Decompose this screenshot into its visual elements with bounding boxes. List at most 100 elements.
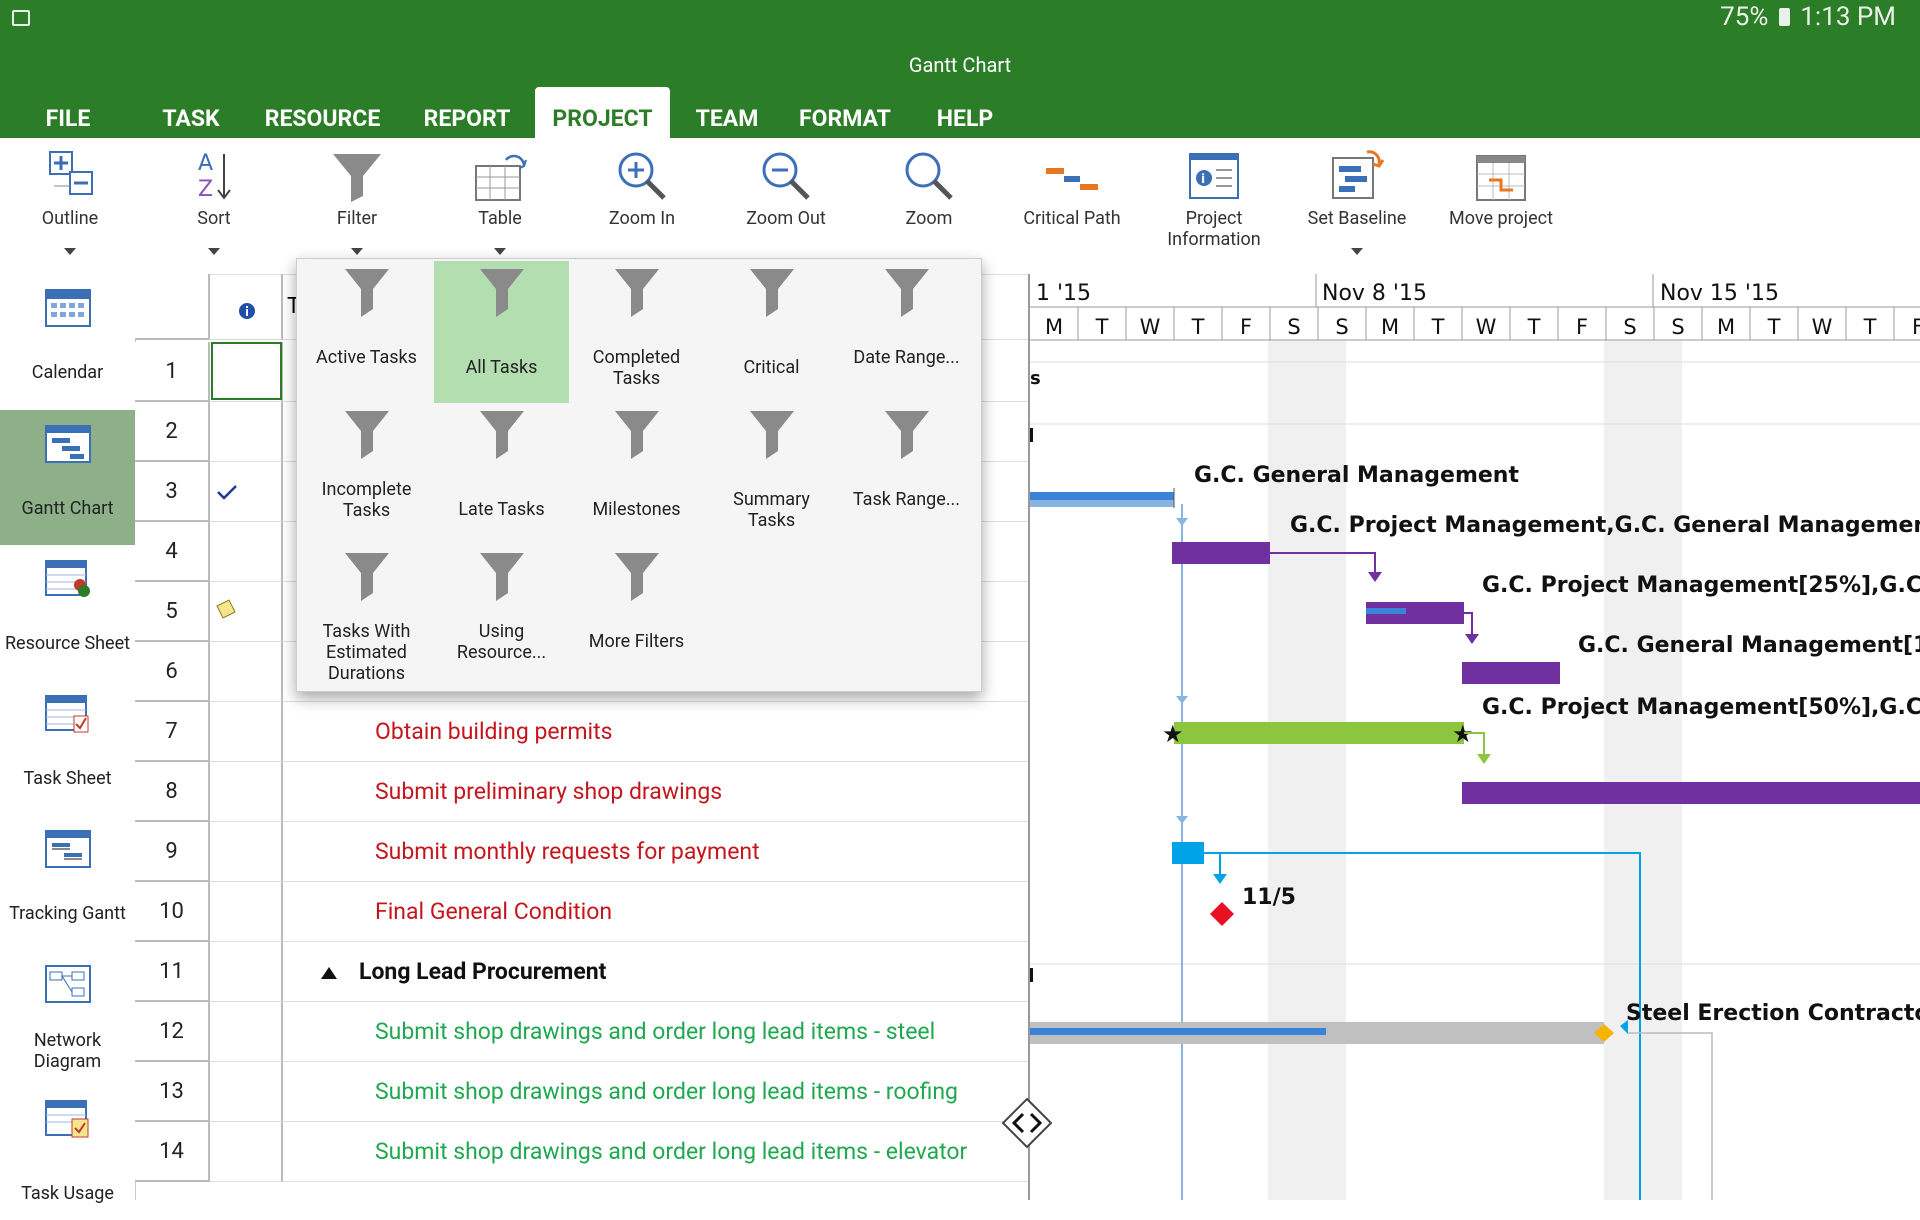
filter-item-completed-tasks[interactable]: Completed Tasks <box>569 261 704 403</box>
indicator-cell[interactable] <box>210 642 283 702</box>
indicator-cell[interactable] <box>210 702 283 762</box>
filter-item-tasks-with-estimated-durations[interactable]: Tasks With Estimated Durations <box>299 545 434 687</box>
chevron-down-icon[interactable] <box>208 248 220 255</box>
tab-project[interactable]: PROJECT <box>535 87 670 138</box>
filter-item-active-tasks[interactable]: Active Tasks <box>299 261 434 403</box>
zoom-in-icon <box>618 152 666 200</box>
filter-item-task-range[interactable]: Task Range... <box>839 403 974 545</box>
filter-item-summary-tasks[interactable]: Summary Tasks <box>704 403 839 545</box>
tab-report[interactable]: REPORT <box>423 105 511 132</box>
svg-text:s: s <box>1030 368 1041 389</box>
indicator-cell[interactable] <box>210 402 283 462</box>
selected-cell[interactable] <box>211 342 282 400</box>
indicator-cell[interactable] <box>210 942 283 1002</box>
filter-funnel-icon <box>333 154 381 202</box>
indicator-header[interactable] <box>210 274 283 340</box>
set-baseline-button[interactable]: Set Baseline <box>1287 138 1427 274</box>
view-resource-sheet[interactable]: Resource Sheet <box>0 545 135 680</box>
chevron-down-icon[interactable] <box>494 248 506 255</box>
filter-item-label: Milestones <box>592 499 681 520</box>
view-network-diagram[interactable]: Network Diagram <box>0 950 135 1085</box>
view-task-usage[interactable]: Task Usage <box>0 1085 135 1220</box>
task-name-cell[interactable]: Obtain building permits <box>283 702 1028 762</box>
indicator-cell[interactable] <box>210 822 283 882</box>
indicator-cell[interactable] <box>210 342 283 402</box>
indicator-cell[interactable] <box>210 462 283 522</box>
sort-button[interactable]: A Z Sort <box>144 138 284 274</box>
indicator-cell[interactable] <box>210 882 283 942</box>
sort-icon: A Z <box>198 151 231 202</box>
filter-item-label: Critical <box>743 357 800 378</box>
project-information-button[interactable]: i Project Information <box>1144 138 1284 274</box>
move-project-button[interactable]: Move project <box>1431 138 1571 274</box>
chevron-down-icon[interactable] <box>1351 248 1363 255</box>
row-number[interactable]: 5 <box>135 582 210 642</box>
filter-item-milestones[interactable]: Milestones <box>569 403 704 545</box>
filter-button[interactable]: Filter <box>287 138 427 274</box>
day-label: T <box>1527 315 1541 339</box>
indicator-cell[interactable] <box>210 1122 283 1182</box>
row-number[interactable]: 14 <box>135 1122 210 1182</box>
day-label: M <box>1717 315 1735 339</box>
gantt-label-4: G.C. General Management[10%] <box>1578 633 1920 658</box>
view-gantt-chart[interactable]: Gantt Chart <box>0 410 135 545</box>
gantt-chart-pane[interactable]: 1 '15 Nov 8 '15 Nov 15 '15 M T W T F S S M T W T F S… <box>1028 274 1920 1200</box>
row-number[interactable]: 1 <box>135 342 210 402</box>
row-number[interactable]: 13 <box>135 1062 210 1122</box>
zoom-in-button[interactable]: Zoom In <box>572 138 712 274</box>
critical-path-button[interactable]: Critical Path <box>1002 138 1142 274</box>
task-name-cell[interactable]: Submit shop drawings and order long lead… <box>283 1002 1028 1062</box>
row-number[interactable]: 10 <box>135 882 210 942</box>
task-name-cell[interactable]: Submit preliminary shop drawings <box>283 762 1028 822</box>
filter-item-using-resource[interactable]: Using Resource... <box>434 545 569 687</box>
row-number[interactable]: 11 <box>135 942 210 1002</box>
row-number[interactable]: 12 <box>135 1002 210 1062</box>
row-number[interactable]: 2 <box>135 402 210 462</box>
collapse-triangle-icon[interactable] <box>321 967 337 979</box>
row-number[interactable]: 3 <box>135 462 210 522</box>
gantt-canvas[interactable]: 1 '15 Nov 8 '15 Nov 15 '15 M T W T F S S M T W T F S… <box>1030 274 1920 1200</box>
tab-format[interactable]: FORMAT <box>799 105 891 132</box>
table-icon <box>475 154 527 201</box>
task-name-cell[interactable]: Submit monthly requests for payment <box>283 822 1028 882</box>
filter-item-critical[interactable]: Critical <box>704 261 839 403</box>
indicator-cell[interactable] <box>210 582 283 642</box>
task-name-cell[interactable]: Final General Condition <box>283 882 1028 942</box>
row-number[interactable]: 4 <box>135 522 210 582</box>
row-number[interactable]: 9 <box>135 822 210 882</box>
task-name-cell[interactable]: Long Lead Procurement <box>283 942 1028 1002</box>
tab-file[interactable]: FILE <box>45 105 91 132</box>
tab-team[interactable]: TEAM <box>695 105 759 132</box>
task-name-cell[interactable]: Submit shop drawings and order long lead… <box>283 1122 1028 1182</box>
zoom-out-button[interactable]: Zoom Out <box>716 138 856 274</box>
chevron-down-icon[interactable] <box>351 248 363 255</box>
row-number[interactable]: 8 <box>135 762 210 822</box>
indicator-cell[interactable] <box>210 522 283 582</box>
task-name-cell[interactable] <box>283 642 1028 702</box>
chevron-down-icon[interactable] <box>64 248 76 255</box>
filter-item-more-filters[interactable]: More Filters <box>569 545 704 687</box>
filter-item-late-tasks[interactable]: Late Tasks <box>434 403 569 545</box>
zoom-button[interactable]: Zoom <box>859 138 999 274</box>
zoom-icon <box>905 152 953 200</box>
indicator-cell[interactable] <box>210 1062 283 1122</box>
table-button[interactable]: Table <box>430 138 570 274</box>
outline-button[interactable]: Outline <box>0 138 140 274</box>
indicator-cell[interactable] <box>210 1002 283 1062</box>
pane-splitter-handle[interactable] <box>1001 1097 1053 1149</box>
indicator-cell[interactable] <box>210 762 283 822</box>
tab-help[interactable]: HELP <box>936 105 994 132</box>
view-calendar[interactable]: Calendar <box>0 274 135 409</box>
view-task-sheet[interactable]: Task Sheet <box>0 680 135 815</box>
filter-item-incomplete-tasks[interactable]: Incomplete Tasks <box>299 403 434 545</box>
row-number[interactable]: 7 <box>135 702 210 762</box>
battery-icon <box>1778 8 1790 26</box>
zoom-out-label: Zoom Out <box>746 208 826 229</box>
view-tracking-gantt[interactable]: Tracking Gantt <box>0 815 135 950</box>
task-name-cell[interactable]: Submit shop drawings and order long lead… <box>283 1062 1028 1122</box>
row-number[interactable]: 6 <box>135 642 210 702</box>
filter-item-date-range[interactable]: Date Range... <box>839 261 974 403</box>
filter-item-all-tasks[interactable]: All Tasks <box>434 261 569 403</box>
tab-task[interactable]: TASK <box>162 105 220 132</box>
tab-resource[interactable]: RESOURCE <box>264 105 381 132</box>
